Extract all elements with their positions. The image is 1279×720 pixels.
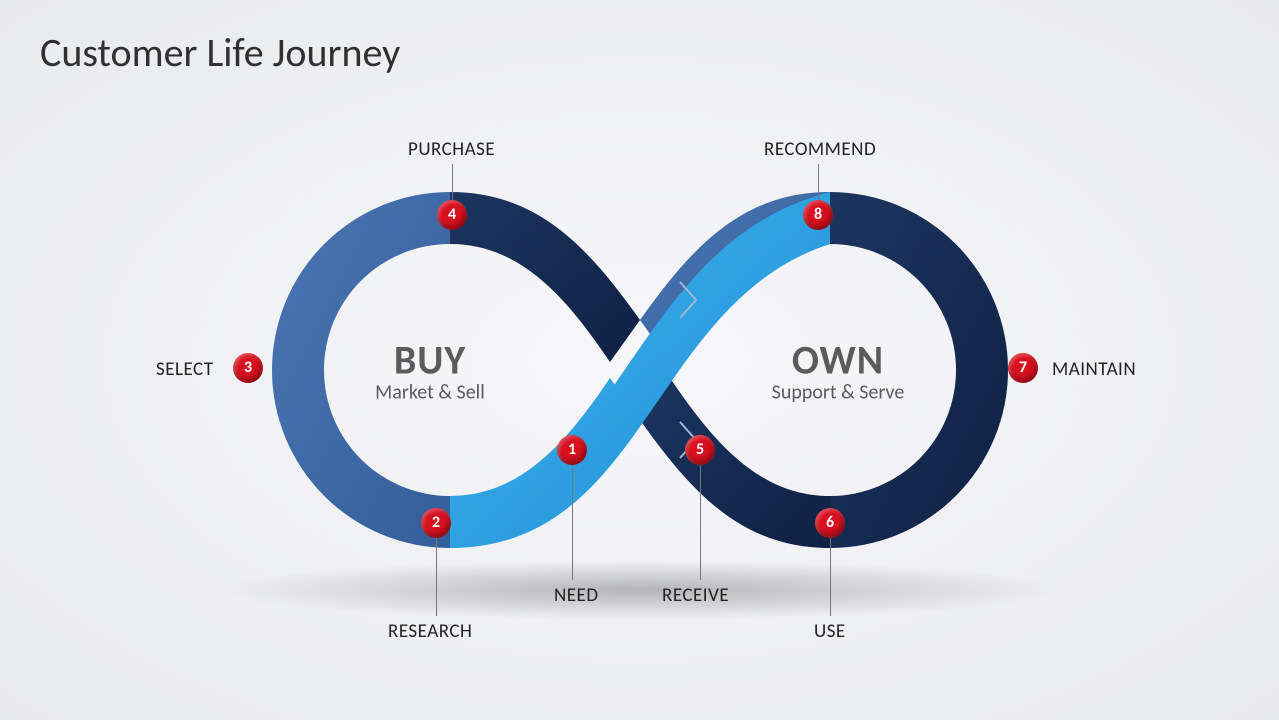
stage-label-receive: RECEIVE: [662, 584, 729, 607]
right-loop-text: OWN Support & Serve: [772, 336, 905, 405]
stage-label-select: SELECT: [156, 358, 214, 381]
stage-badge-3: 3: [233, 353, 263, 383]
stage-label-purchase: PURCHASE: [408, 138, 495, 161]
diagram-stage: BUY Market & Sell OWN Support & Serve 1 N…: [0, 0, 1279, 720]
left-loop-title: BUY: [375, 336, 485, 385]
left-loop-subtitle: Market & Sell: [375, 381, 485, 405]
leader-line: [436, 538, 437, 616]
stage-badge-8: 8: [803, 200, 833, 230]
stage-label-use: USE: [814, 620, 846, 643]
leader-line: [452, 164, 453, 200]
right-loop-title: OWN: [772, 336, 905, 385]
stage-label-need: NEED: [554, 584, 599, 607]
right-loop-subtitle: Support & Serve: [772, 381, 905, 405]
leader-line: [830, 538, 831, 616]
stage-badge-5: 5: [685, 435, 715, 465]
left-loop-text: BUY Market & Sell: [375, 336, 485, 405]
stage-label-research: RESEARCH: [388, 620, 472, 643]
leader-line: [818, 164, 819, 200]
leader-line: [572, 465, 573, 580]
stage-badge-6: 6: [815, 508, 845, 538]
infinity-loop-icon: [160, 140, 1120, 600]
stage-badge-1: 1: [557, 435, 587, 465]
stage-badge-2: 2: [421, 508, 451, 538]
leader-line: [700, 465, 701, 580]
stage-label-recommend: RECOMMEND: [764, 138, 876, 161]
stage-badge-7: 7: [1008, 353, 1038, 383]
stage-badge-4: 4: [437, 200, 467, 230]
stage-label-maintain: MAINTAIN: [1052, 358, 1136, 381]
